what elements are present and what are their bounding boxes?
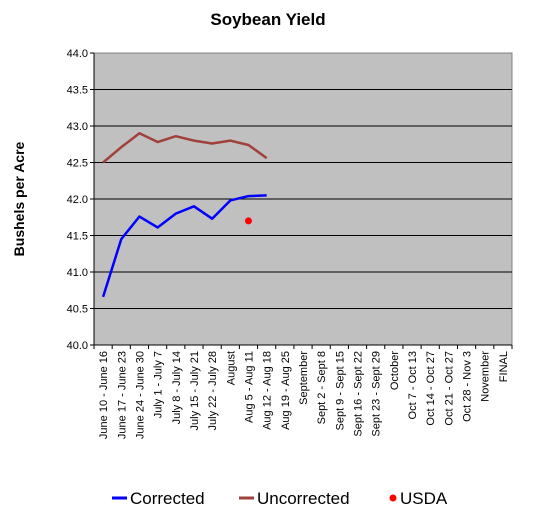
x-tick-label: June 17 - June 23 — [116, 351, 128, 439]
legend-label-uncorrected: Uncorrected — [257, 489, 350, 508]
x-tick-label: Aug 19 - Aug 25 — [280, 351, 292, 430]
series-line-corrected — [101, 194, 267, 298]
y-tick-label: 40.0 — [67, 340, 88, 352]
y-tick-label: 40.5 — [67, 304, 88, 316]
x-tick-label: Sept 9 - Sept 15 — [334, 351, 346, 431]
chart-title: Soybean Yield — [210, 10, 325, 29]
y-tick-label: 42.0 — [67, 194, 88, 206]
series-line-uncorrected — [102, 132, 268, 164]
x-tick-label: Sept 16 - Sept 22 — [353, 351, 365, 437]
data-point-usda — [244, 217, 252, 225]
x-tick-label: Oct 14 - Oct 27 — [425, 351, 437, 426]
gridlines — [94, 89, 512, 309]
y-axis-label: Bushels per Acre — [11, 141, 27, 256]
y-tick-label: 41.0 — [67, 267, 88, 279]
legend: Corrected Uncorrected USDA — [112, 489, 448, 508]
x-tick-label: July 15 - July 21 — [189, 351, 201, 430]
x-tick-label: Sept 23 - Sept 29 — [371, 351, 383, 437]
y-tick-label: 43.5 — [67, 85, 88, 97]
x-tick-label: July 22 - July 28 — [207, 351, 219, 430]
x-tick-label: October — [389, 351, 401, 390]
x-tick-label: Sept 2 - Sept 8 — [316, 351, 328, 424]
x-tick-label: July 1 - July 7 — [153, 351, 165, 418]
x-tick-label: August — [225, 351, 237, 385]
legend-swatch-usda — [389, 494, 397, 502]
series-layer — [101, 132, 268, 298]
x-tick-label: June 24 - June 30 — [134, 351, 146, 439]
y-axis-ticks: 40.0 40.5 41.0 41.5 42.0 42.5 43.0 43.5 44.0 — [67, 48, 95, 352]
x-tick-label: Oct 7 - Oct 13 — [407, 351, 419, 419]
x-tick-label: Aug 5 - Aug 11 — [243, 351, 255, 423]
x-tick-label: July 8 - July 14 — [171, 351, 183, 424]
x-axis-ticks: June 10 - June 16 June 17 - June 23 June 2… — [93, 344, 513, 439]
y-tick-label: 44.0 — [67, 48, 88, 60]
legend-label-usda: USDA — [400, 489, 448, 508]
legend-label-corrected: Corrected — [130, 489, 205, 508]
y-tick-label: 42.5 — [67, 158, 88, 170]
x-tick-label: June 10 - June 16 — [98, 351, 110, 439]
x-tick-label: September — [298, 351, 310, 405]
x-tick-label: FINAL — [498, 351, 510, 382]
y-tick-label: 43.0 — [67, 121, 88, 133]
x-tick-label: November — [480, 351, 492, 402]
x-tick-label: Aug 12 - Aug 18 — [262, 351, 274, 430]
x-tick-label: Oct 28 - Nov 3 — [462, 351, 474, 422]
y-tick-label: 41.5 — [67, 231, 88, 243]
x-tick-label: Oct 21 - Oct 27 — [443, 351, 455, 426]
